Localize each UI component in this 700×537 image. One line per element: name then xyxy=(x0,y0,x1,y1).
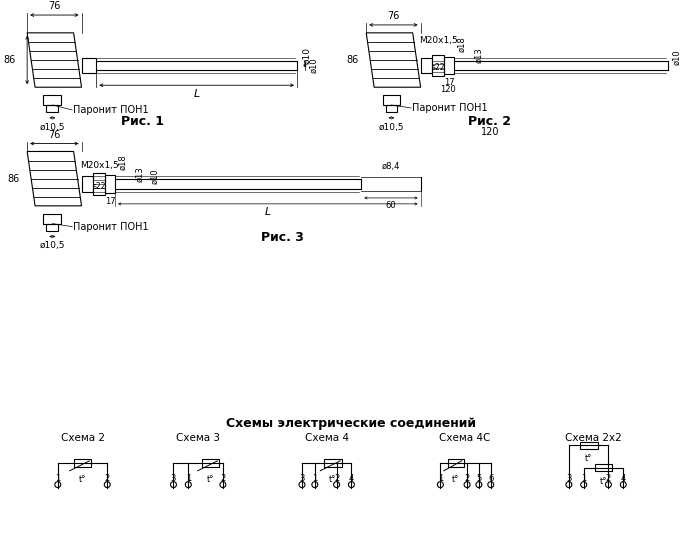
Text: 1: 1 xyxy=(438,474,443,483)
Text: 2: 2 xyxy=(606,474,611,483)
Text: 2: 2 xyxy=(220,474,225,483)
Text: Схема 3: Схема 3 xyxy=(176,433,220,443)
Bar xyxy=(444,56,454,74)
Text: 1: 1 xyxy=(581,474,587,483)
Bar xyxy=(382,95,400,105)
Text: ø10: ø10 xyxy=(673,50,682,66)
Text: Паронит ПОН1: Паронит ПОН1 xyxy=(73,105,148,115)
Text: 86: 86 xyxy=(7,173,19,184)
Text: Схема 2х2: Схема 2х2 xyxy=(565,433,622,443)
Bar xyxy=(448,459,463,467)
Text: 86: 86 xyxy=(3,55,15,65)
Text: 4: 4 xyxy=(621,474,626,483)
Bar xyxy=(580,441,598,448)
Text: 60: 60 xyxy=(386,201,396,210)
Text: 76: 76 xyxy=(48,1,60,11)
Text: М20х1,5: М20х1,5 xyxy=(419,35,458,45)
Text: 1: 1 xyxy=(186,474,191,483)
Text: t°: t° xyxy=(206,475,214,484)
Text: ø8,4: ø8,4 xyxy=(382,162,400,171)
Text: 120: 120 xyxy=(480,127,499,137)
Text: 3: 3 xyxy=(566,474,572,483)
Text: s22: s22 xyxy=(432,63,445,72)
Text: Рис. 1: Рис. 1 xyxy=(121,115,164,128)
Bar xyxy=(386,105,398,112)
Text: ø10,5: ø10,5 xyxy=(379,123,404,132)
Text: Рис. 2: Рис. 2 xyxy=(468,115,511,128)
Text: L: L xyxy=(194,89,199,99)
Text: 17: 17 xyxy=(105,197,116,206)
Text: Паронит ПОН1: Паронит ПОН1 xyxy=(73,222,148,231)
Text: ø10: ø10 xyxy=(309,57,318,73)
Text: 2: 2 xyxy=(104,474,110,483)
Text: 2: 2 xyxy=(464,474,470,483)
Text: ø13: ø13 xyxy=(135,166,144,182)
Text: 86: 86 xyxy=(346,55,358,65)
Text: М20х1,5: М20х1,5 xyxy=(80,161,119,170)
Text: 5: 5 xyxy=(476,474,482,483)
Text: t°: t° xyxy=(452,475,459,484)
Bar xyxy=(433,55,445,76)
Text: t°: t° xyxy=(329,475,337,484)
Text: 6: 6 xyxy=(488,474,494,483)
Text: s22: s22 xyxy=(92,182,106,191)
Bar xyxy=(594,465,612,471)
Text: ø10: ø10 xyxy=(302,47,311,64)
Bar xyxy=(46,105,58,112)
Bar xyxy=(43,214,62,223)
Text: 3: 3 xyxy=(300,474,304,483)
Text: Схема 4: Схема 4 xyxy=(304,433,349,443)
Text: 17: 17 xyxy=(444,78,454,88)
Text: 3: 3 xyxy=(171,474,176,483)
Text: Схема 2: Схема 2 xyxy=(60,433,104,443)
Bar xyxy=(74,459,92,467)
Text: Рис. 3: Рис. 3 xyxy=(261,231,304,244)
Bar xyxy=(43,95,62,105)
Bar xyxy=(202,459,219,467)
Text: Схема 4С: Схема 4С xyxy=(440,433,491,443)
Text: 76: 76 xyxy=(48,129,60,140)
Text: ø10,5: ø10,5 xyxy=(40,242,65,250)
Text: 120: 120 xyxy=(440,85,456,94)
Text: 76: 76 xyxy=(387,11,400,21)
Bar xyxy=(105,175,115,193)
Text: ø13: ø13 xyxy=(474,48,483,63)
Bar xyxy=(46,223,58,230)
Text: t°: t° xyxy=(78,475,86,484)
Text: Паронит ПОН1: Паронит ПОН1 xyxy=(412,103,488,113)
Text: t°: t° xyxy=(599,477,607,485)
Text: ø18: ø18 xyxy=(118,155,127,170)
Bar xyxy=(81,176,93,192)
Text: 2: 2 xyxy=(334,474,340,483)
Text: Схемы электрические соединений: Схемы электрические соединений xyxy=(226,417,477,430)
Text: 4: 4 xyxy=(349,474,354,483)
Text: 1: 1 xyxy=(312,474,317,483)
Bar xyxy=(93,173,105,195)
Bar xyxy=(324,459,342,467)
Bar xyxy=(81,57,97,74)
Bar xyxy=(421,57,433,74)
Text: ø18: ø18 xyxy=(458,36,467,52)
Text: L: L xyxy=(265,207,271,217)
Text: t°: t° xyxy=(584,454,592,463)
Text: 1: 1 xyxy=(55,474,60,483)
Text: ø10,5: ø10,5 xyxy=(40,123,65,132)
Text: ø10: ø10 xyxy=(150,169,160,184)
